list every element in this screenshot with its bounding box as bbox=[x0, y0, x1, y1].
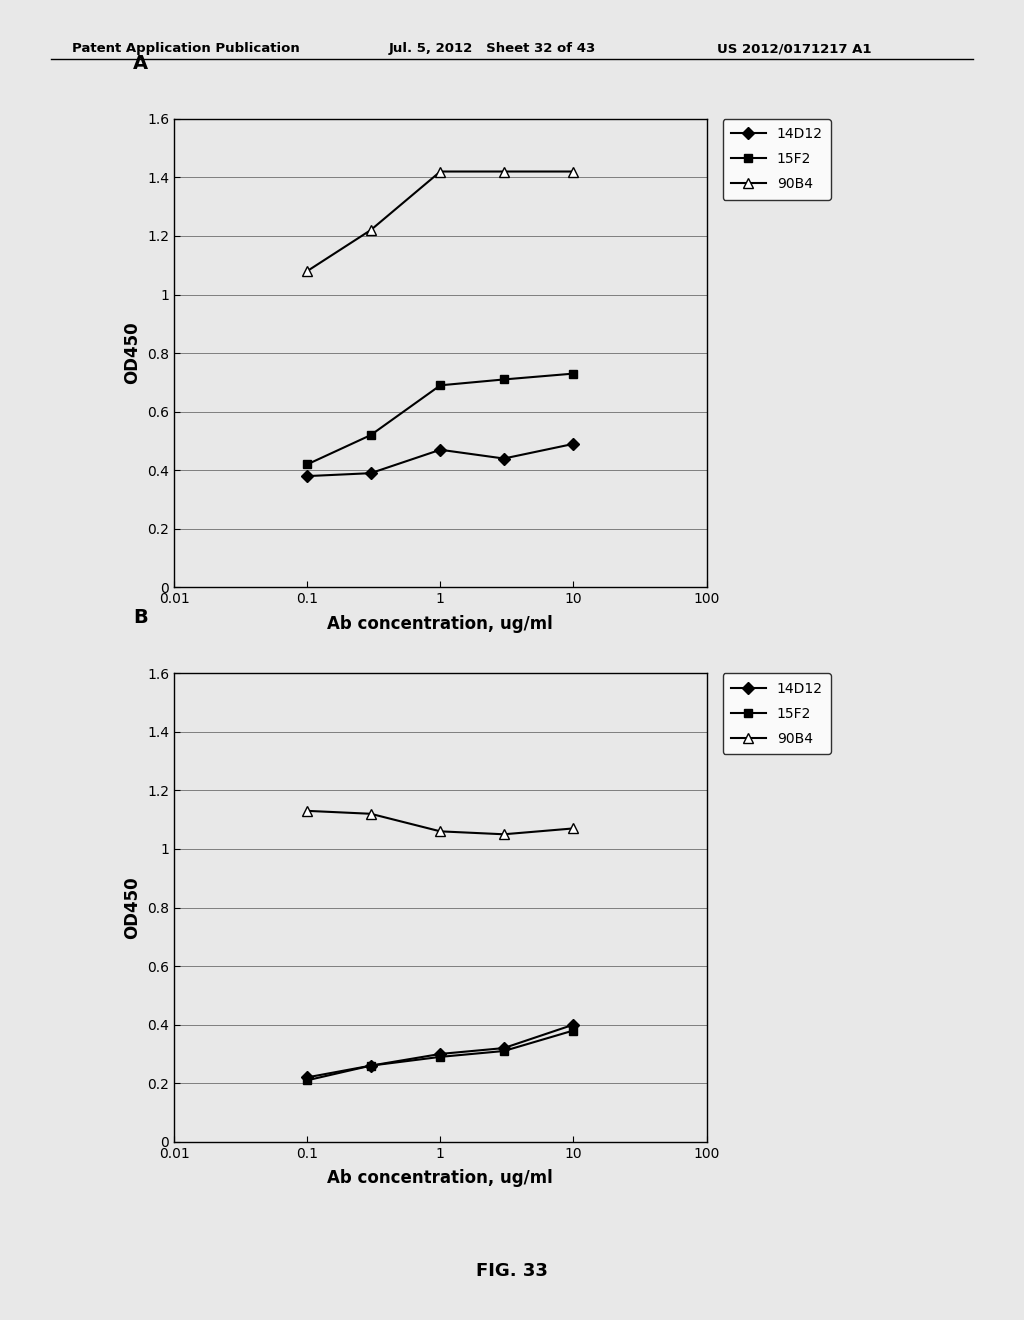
14D12 bbox=[365, 465, 377, 480]
90B4 bbox=[301, 263, 313, 279]
90B4 bbox=[365, 805, 377, 821]
14D12 bbox=[498, 1040, 510, 1056]
15F2 bbox=[301, 1072, 313, 1088]
15F2 bbox=[567, 366, 580, 381]
14D12 bbox=[567, 1016, 580, 1032]
Text: B: B bbox=[133, 609, 147, 627]
Legend: 14D12, 15F2, 90B4: 14D12, 15F2, 90B4 bbox=[723, 673, 831, 754]
15F2 bbox=[434, 378, 446, 393]
14D12 bbox=[301, 1069, 313, 1085]
15F2 bbox=[498, 371, 510, 387]
Y-axis label: OD450: OD450 bbox=[124, 322, 141, 384]
Line: 14D12: 14D12 bbox=[303, 1020, 578, 1081]
Line: 15F2: 15F2 bbox=[303, 370, 578, 469]
90B4 bbox=[301, 803, 313, 818]
Line: 90B4: 90B4 bbox=[302, 807, 579, 840]
Text: A: A bbox=[133, 54, 148, 73]
90B4 bbox=[567, 164, 580, 180]
90B4 bbox=[365, 222, 377, 238]
X-axis label: Ab concentration, ug/ml: Ab concentration, ug/ml bbox=[328, 1170, 553, 1187]
14D12 bbox=[365, 1057, 377, 1073]
14D12 bbox=[498, 450, 510, 466]
14D12 bbox=[434, 442, 446, 458]
Legend: 14D12, 15F2, 90B4: 14D12, 15F2, 90B4 bbox=[723, 119, 831, 199]
X-axis label: Ab concentration, ug/ml: Ab concentration, ug/ml bbox=[328, 615, 553, 632]
Text: Jul. 5, 2012   Sheet 32 of 43: Jul. 5, 2012 Sheet 32 of 43 bbox=[389, 42, 596, 55]
14D12 bbox=[301, 469, 313, 484]
14D12 bbox=[434, 1045, 446, 1061]
Y-axis label: OD450: OD450 bbox=[124, 876, 141, 939]
Line: 90B4: 90B4 bbox=[302, 166, 579, 276]
90B4 bbox=[567, 821, 580, 837]
Line: 14D12: 14D12 bbox=[303, 440, 578, 480]
Text: US 2012/0171217 A1: US 2012/0171217 A1 bbox=[717, 42, 871, 55]
15F2 bbox=[301, 457, 313, 473]
15F2 bbox=[434, 1049, 446, 1065]
15F2 bbox=[567, 1023, 580, 1039]
Text: FIG. 33: FIG. 33 bbox=[476, 1262, 548, 1280]
90B4 bbox=[498, 826, 510, 842]
15F2 bbox=[365, 428, 377, 444]
Text: Patent Application Publication: Patent Application Publication bbox=[72, 42, 299, 55]
14D12 bbox=[567, 436, 580, 451]
Line: 15F2: 15F2 bbox=[303, 1027, 578, 1085]
90B4 bbox=[498, 164, 510, 180]
15F2 bbox=[498, 1043, 510, 1059]
15F2 bbox=[365, 1057, 377, 1073]
90B4 bbox=[434, 824, 446, 840]
90B4 bbox=[434, 164, 446, 180]
